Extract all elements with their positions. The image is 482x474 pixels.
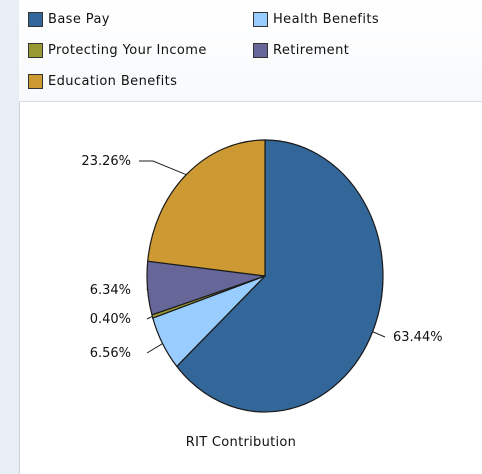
legend-item-base-pay: Base Pay (28, 12, 110, 27)
legend-label: Health Benefits (273, 12, 380, 27)
legend-item-education-benefits: Education Benefits (28, 74, 177, 89)
legend-swatch (253, 12, 268, 27)
legend-label: Protecting Your Income (48, 43, 207, 58)
data-label-education-benefits: 23.26% (81, 154, 131, 169)
pie-data-labels: 63.44% 6.56% 0.40% 6.34% 23.26% (81, 154, 442, 361)
legend-item-health-benefits: Health Benefits (253, 12, 379, 27)
data-label-health-benefits: 6.56% (90, 346, 131, 361)
leader-line-protecting-your-income (146, 315, 153, 320)
legend-label: Base Pay (48, 12, 110, 27)
legend-swatch (28, 12, 43, 27)
legend-swatch (28, 43, 43, 58)
legend-swatch (253, 43, 268, 58)
data-label-retirement: 6.34% (90, 283, 131, 298)
leader-line-health-benefits (146, 343, 163, 354)
legend-item-protecting-your-income: Protecting Your Income (28, 43, 207, 58)
chart-title: RIT Contribution (185, 435, 297, 450)
pie-slices (146, 139, 384, 413)
legend-swatch (28, 74, 43, 89)
leader-line-education-benefits (139, 160, 187, 176)
leader-line-base-pay (372, 331, 386, 338)
data-label-base-pay: 63.44% (393, 330, 443, 345)
pie-leader-lines (139, 160, 386, 354)
legend-label: Retirement (273, 43, 350, 58)
legend-item-retirement: Retirement (253, 43, 349, 58)
legend-label: Education Benefits (48, 74, 178, 89)
chart-legend: Base Pay Health Benefits Protecting Your… (19, 0, 482, 102)
pie-slice-education-benefits (147, 139, 266, 277)
data-label-protecting-your-income: 0.40% (90, 312, 131, 327)
